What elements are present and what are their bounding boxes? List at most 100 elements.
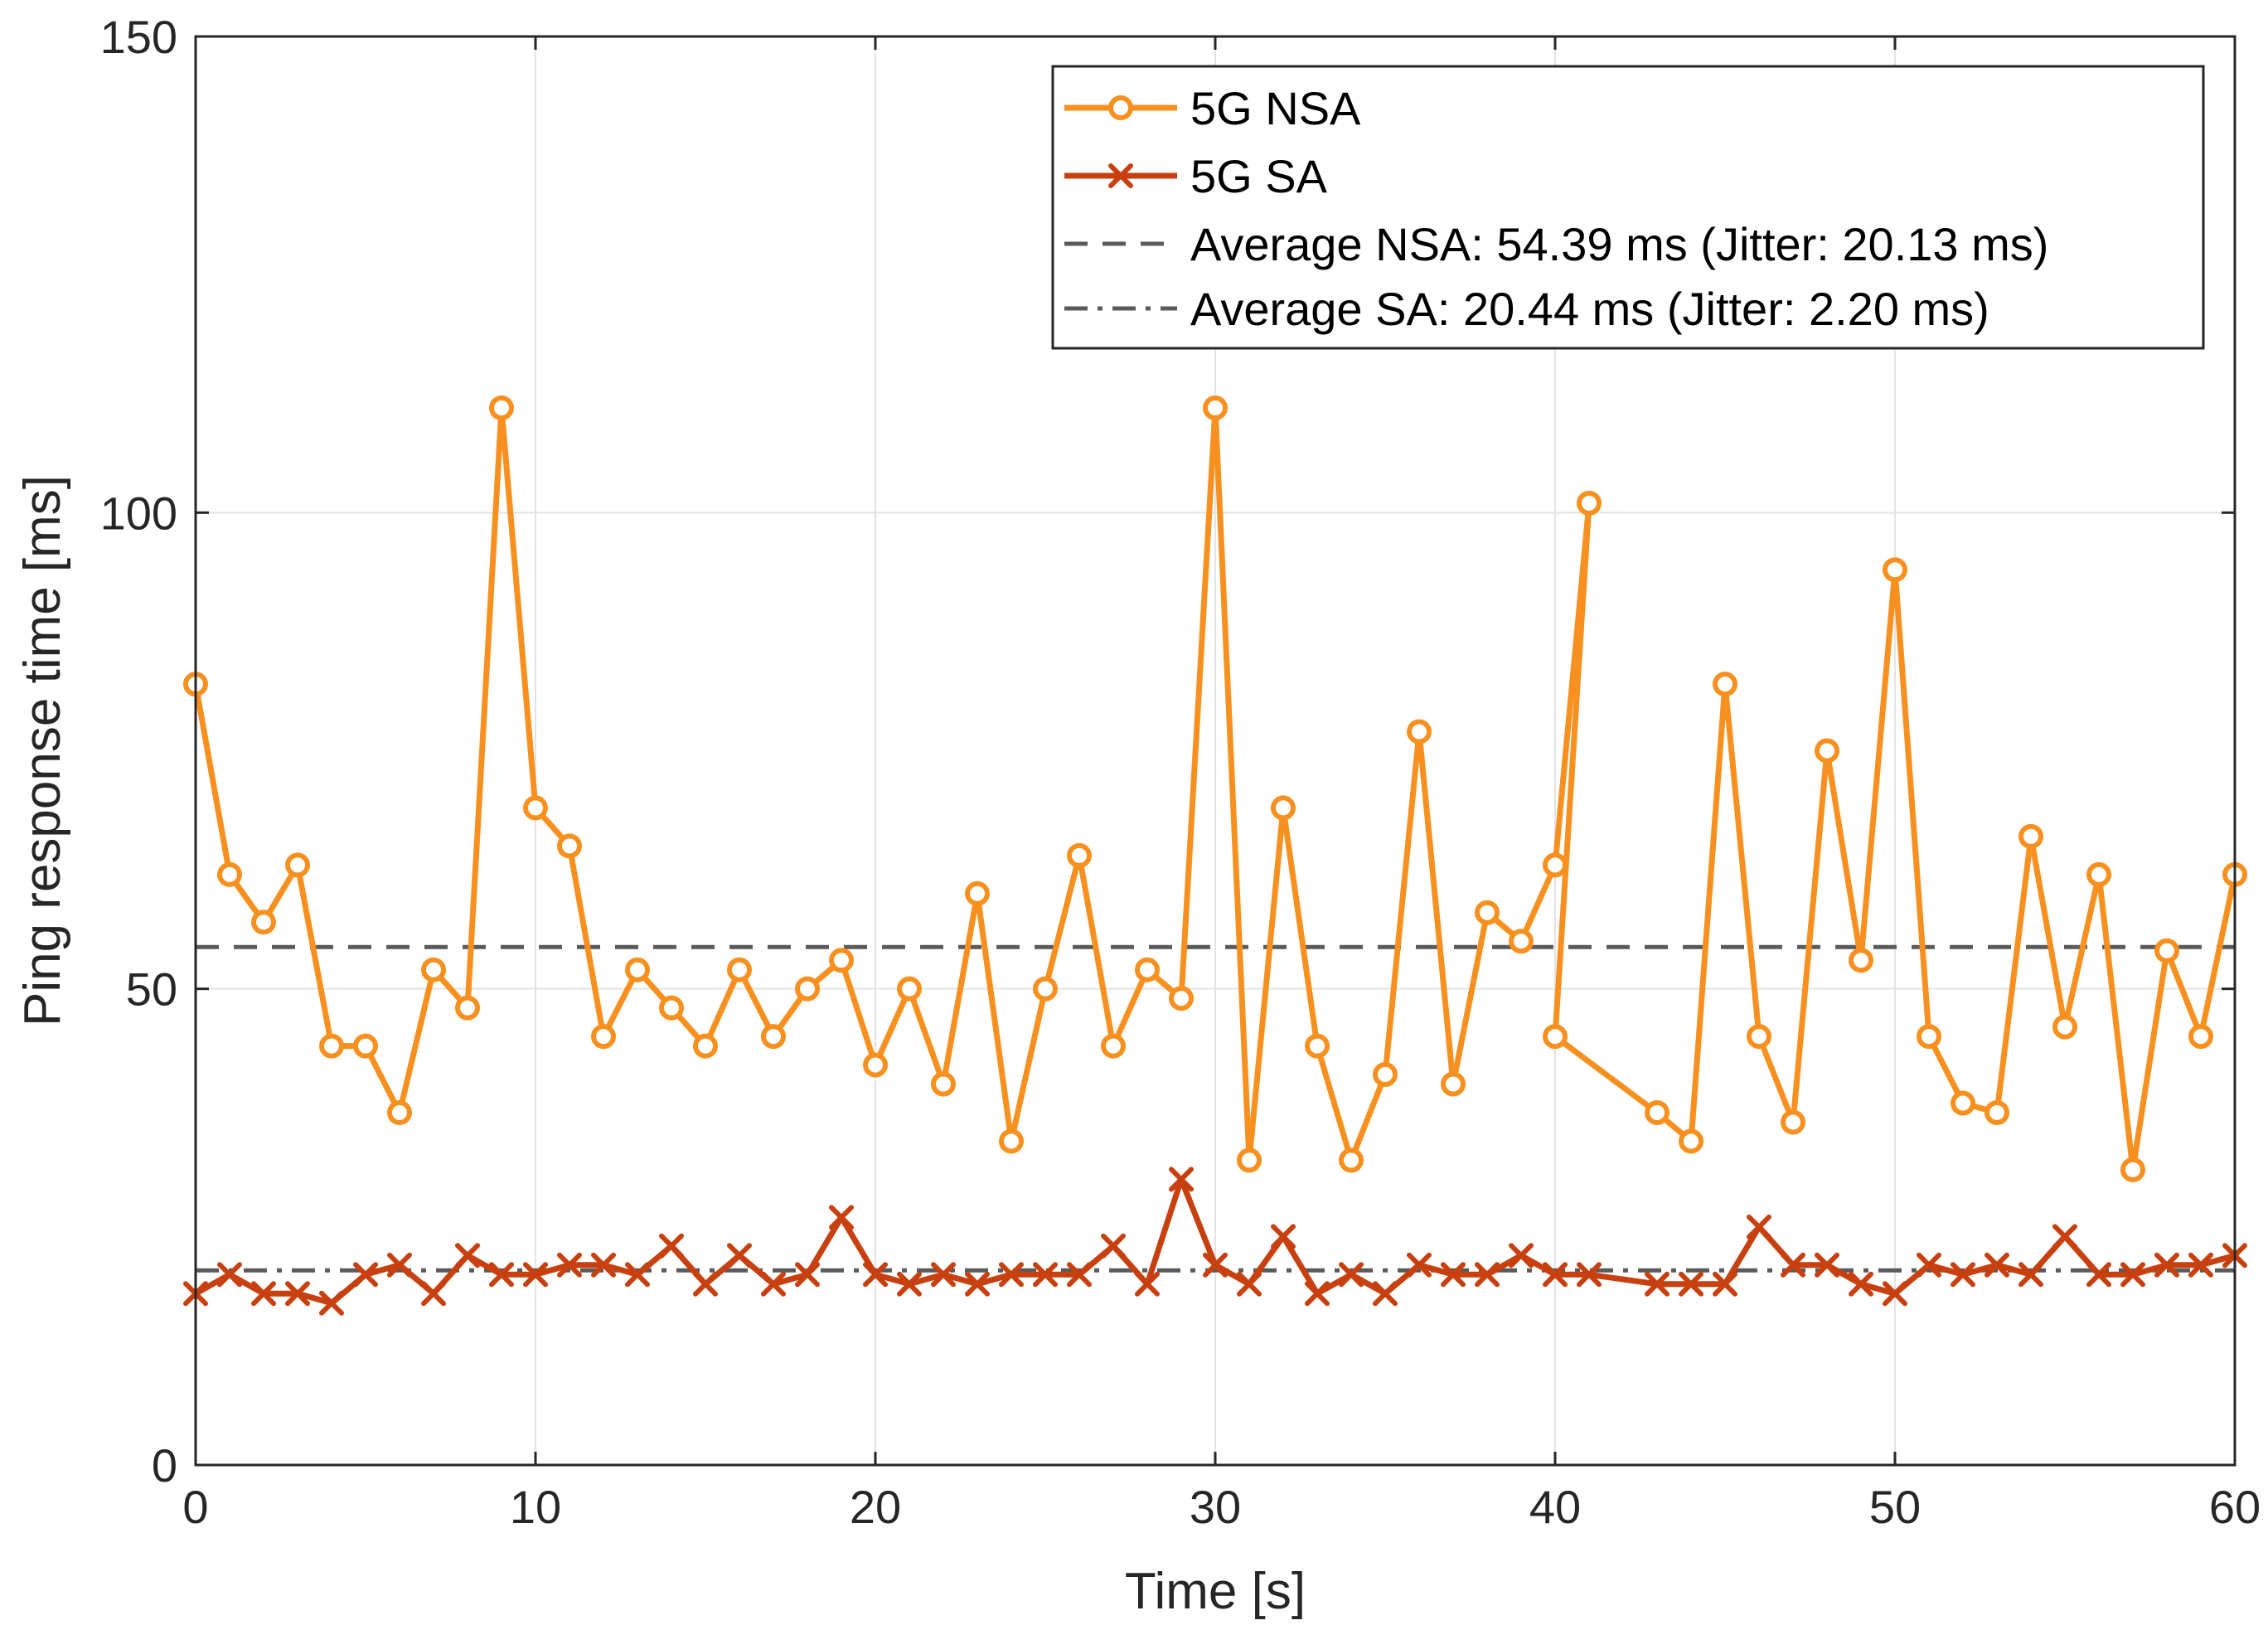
sa-point xyxy=(1169,1167,1194,1192)
average-lines xyxy=(196,944,2235,1273)
sa-point-stroke xyxy=(387,1252,412,1278)
sa-point xyxy=(829,1205,854,1230)
sa-point xyxy=(1339,1262,1364,1288)
y-tick-label: 50 xyxy=(126,963,177,1016)
sa-point xyxy=(2086,1262,2111,1288)
sa-point-stroke xyxy=(353,1262,378,1288)
x-tick-label: 50 xyxy=(1869,1481,1921,1533)
sa-point-stroke xyxy=(1305,1281,1330,1307)
sa-point xyxy=(2052,1224,2077,1249)
nsa-point xyxy=(1984,1099,2009,1125)
sa-point xyxy=(251,1281,276,1307)
sa-point-stroke xyxy=(1441,1262,1466,1288)
nsa-point xyxy=(387,1099,412,1125)
sa-point xyxy=(421,1281,446,1307)
sa-point-stroke xyxy=(2086,1262,2111,1288)
sa-point-stroke xyxy=(217,1262,242,1288)
x-tick-label: 20 xyxy=(850,1481,901,1533)
nsa-point xyxy=(591,1024,616,1050)
axis-ticks: 0 10 20 30 40 50 60 0 50 100 150 xyxy=(100,11,2261,1533)
sa-point xyxy=(2120,1262,2145,1288)
nsa-point xyxy=(1679,1128,1703,1154)
sa-point xyxy=(1577,1262,1602,1288)
sa-point xyxy=(1101,1233,1126,1259)
sa-point-stroke xyxy=(727,1243,752,1269)
y-axis-title: Ping response time [ms] xyxy=(14,475,71,1026)
sa-point xyxy=(727,1243,752,1269)
nsa-point xyxy=(897,976,922,1002)
nsa-point xyxy=(965,880,990,906)
legend-avg-sa-label: Average SA: 20.44 ms (Jitter: 2.20 ms) xyxy=(1190,283,1989,335)
nsa-point xyxy=(1917,1024,1941,1050)
sa-point xyxy=(693,1271,718,1297)
nsa-point xyxy=(353,1033,378,1059)
sa-point xyxy=(1135,1271,1160,1297)
nsa-point xyxy=(931,1071,956,1097)
sa-point xyxy=(455,1243,480,1269)
nsa-point xyxy=(2018,823,2043,849)
sa-point-stroke xyxy=(285,1281,310,1307)
nsa-point xyxy=(1747,1024,1771,1050)
sa-point xyxy=(557,1252,582,1278)
x-tick-label: 60 xyxy=(2209,1481,2261,1533)
nsa-point xyxy=(625,957,650,982)
sa-point-stroke xyxy=(455,1243,480,1269)
series xyxy=(183,395,2247,1316)
sa-point-stroke xyxy=(1203,1252,1228,1278)
sa-point xyxy=(1645,1271,1670,1297)
nsa-point xyxy=(1373,1062,1398,1088)
nsa-point xyxy=(795,976,820,1002)
sa-point xyxy=(1951,1262,1975,1288)
sa-point-stroke xyxy=(1883,1281,1907,1307)
x-tick-label: 0 xyxy=(182,1481,208,1533)
nsa-point xyxy=(1101,1033,1126,1059)
nsa-point xyxy=(1883,557,1907,583)
nsa-point xyxy=(285,852,310,878)
sa-point xyxy=(523,1262,548,1288)
nsa-point xyxy=(2188,1024,2213,1050)
sa-point-stroke xyxy=(1509,1243,1534,1269)
sa-point-stroke xyxy=(693,1271,718,1297)
nsa-point xyxy=(1577,490,1602,516)
sa-point-stroke xyxy=(999,1262,1024,1288)
nsa-point xyxy=(1849,948,1873,973)
nsa-point xyxy=(455,995,480,1021)
sa-point-stroke xyxy=(931,1262,956,1288)
nsa-point xyxy=(421,957,446,982)
nsa-point xyxy=(1033,976,1058,1002)
sa-point-stroke xyxy=(1781,1252,1805,1278)
sa-point xyxy=(999,1262,1024,1288)
sa-point-stroke xyxy=(557,1252,582,1278)
nsa-point xyxy=(489,395,514,420)
sa-point-stroke xyxy=(1747,1214,1771,1239)
x-axis-title: Time [s] xyxy=(1125,1563,1306,1620)
sa-point xyxy=(863,1262,888,1288)
nsa-point xyxy=(1135,957,1160,982)
sa-point xyxy=(2018,1262,2043,1288)
nsa-point xyxy=(1169,986,1194,1011)
sa-point-stroke xyxy=(1917,1252,1941,1278)
sa-point xyxy=(1747,1214,1771,1239)
sa-point xyxy=(897,1271,922,1297)
sa-point xyxy=(1679,1271,1703,1297)
x-tick-label: 40 xyxy=(1529,1481,1581,1533)
nsa-point xyxy=(761,1024,786,1050)
nsa-point xyxy=(2052,1014,2077,1040)
sa-point xyxy=(1509,1243,1534,1269)
sa-point-stroke xyxy=(591,1252,616,1278)
nsa-point xyxy=(1543,1024,1568,1050)
sa-point xyxy=(591,1252,616,1278)
sa-point xyxy=(625,1262,650,1288)
sa-point-stroke xyxy=(1407,1252,1432,1278)
sa-point-stroke xyxy=(1543,1262,1568,1288)
sa-point-stroke xyxy=(1815,1252,1839,1278)
sa-point xyxy=(931,1262,956,1288)
nsa-point xyxy=(1305,1033,1330,1059)
sa-point-stroke xyxy=(1169,1167,1194,1192)
sa-point-stroke xyxy=(2120,1262,2145,1288)
nsa-point xyxy=(829,948,854,973)
sa-point-stroke xyxy=(1849,1271,1873,1297)
sa-point xyxy=(1815,1252,1839,1278)
nsa-point xyxy=(1509,929,1534,954)
